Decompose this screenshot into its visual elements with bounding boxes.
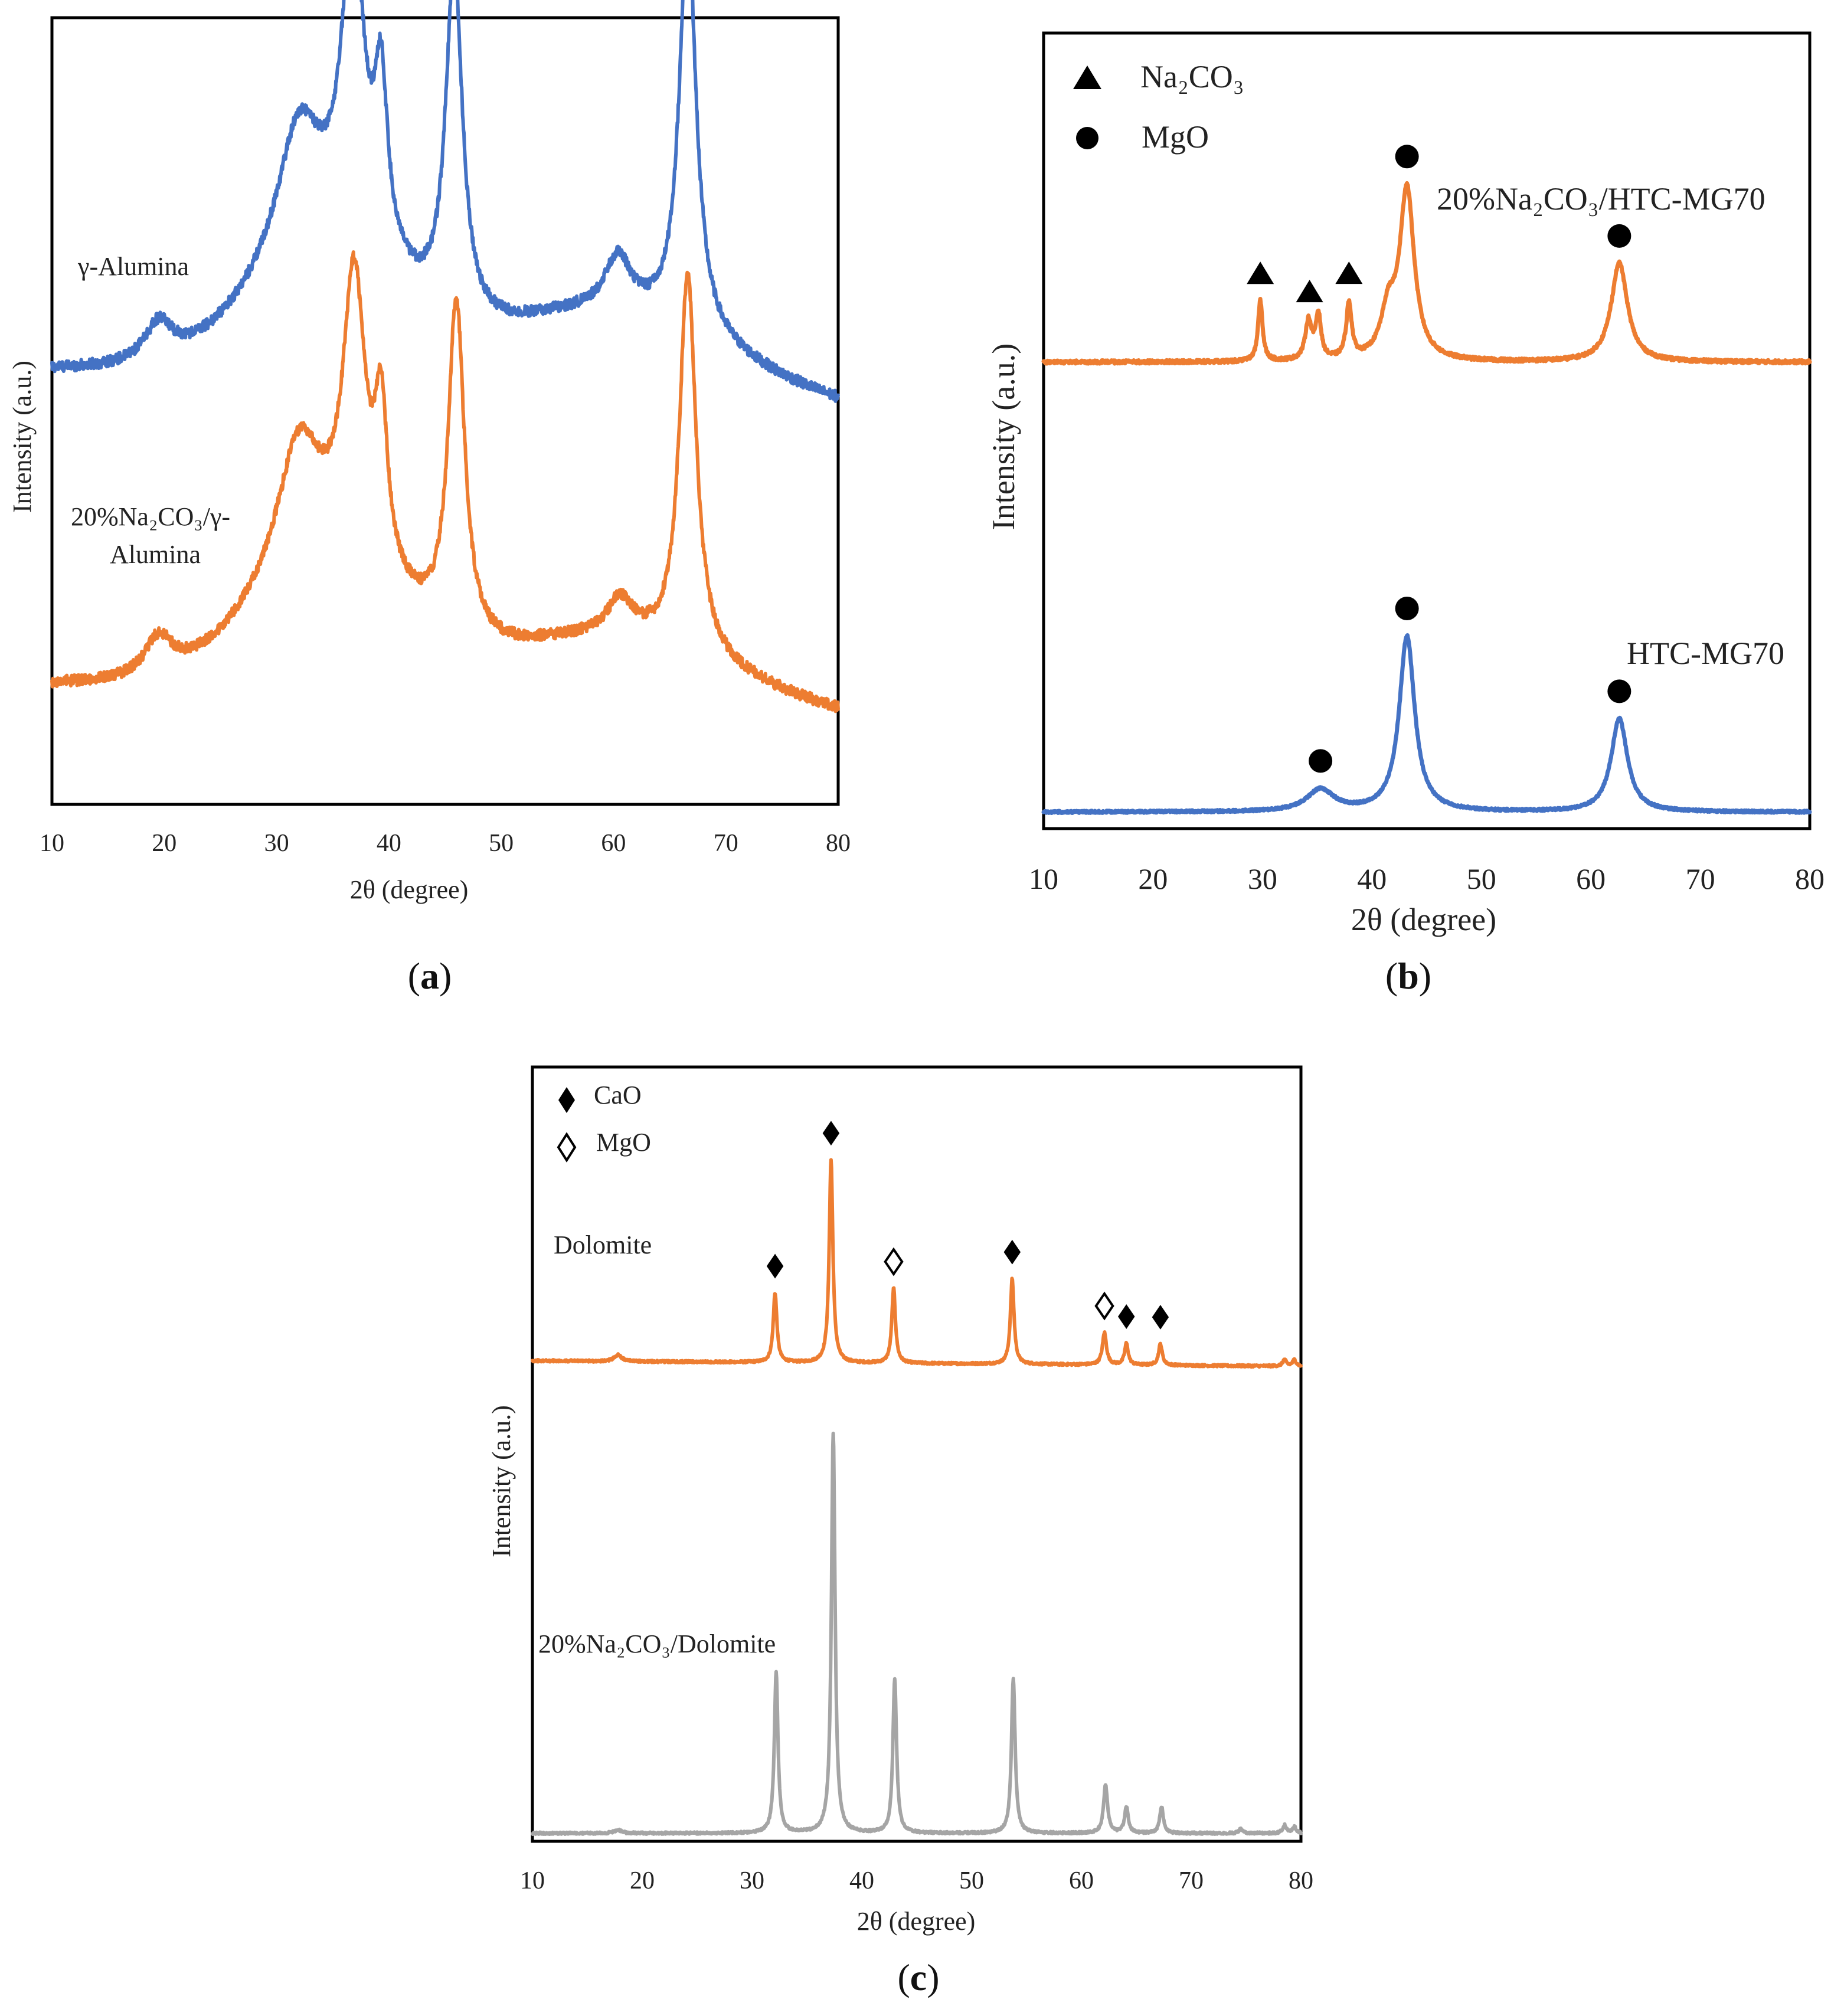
panel-b-x-tick-label-0: 10 [1029, 862, 1058, 895]
panel-a-series-label-1-line-1: 20%Na₂CO₃/γ- [71, 502, 230, 531]
panel-a-series-label-0: γ-Alumina [77, 252, 189, 281]
panel-b-peak-marker-circle-0-4 [1607, 224, 1632, 248]
panel-b-legend-label-1: MgO [1142, 119, 1209, 155]
panel-a-x-axis-title: 2θ (degree) [350, 875, 469, 904]
panel-b-x-tick-label-2: 30 [1248, 862, 1277, 895]
panel-c-x-tick-label-2: 30 [740, 1867, 764, 1894]
panel-c-y-axis-title: Intensity (a.u.) [487, 1405, 516, 1557]
panel-c-caption: (c) [897, 1956, 939, 1998]
panel-a-x-tick-label-5: 60 [601, 830, 626, 857]
panel-b-peak-marker-circle-0-3 [1395, 145, 1419, 169]
panel-c-x-tick-label-5: 60 [1069, 1867, 1094, 1894]
panel-c-x-tick-label-7: 80 [1289, 1867, 1313, 1894]
panel-c-peak-marker-diamond-filled-0-6 [1152, 1305, 1169, 1330]
panel-b-legend-triangle-icon [1073, 66, 1101, 89]
panel-b-tick-labels: 10 20 30 40 50 60 70 80 [1029, 862, 1825, 895]
panel-c-legend-label-0: CaO [594, 1081, 642, 1110]
panel-c-x-tick-label-4: 50 [959, 1867, 984, 1894]
panel-c-x-axis-title: 2θ (degree) [857, 1907, 976, 1936]
panel-a: 10 20 30 40 50 60 70 80 γ-Alumina 20%Na₂CO₃/γ- … [8, 0, 851, 997]
panel-b-x-axis-title: 2θ (degree) [1351, 902, 1496, 937]
panel-a-x-tick-label-7: 80 [826, 830, 851, 857]
panel-a-caption: (a) [408, 955, 452, 997]
panel-c-frame [531, 1065, 1303, 1843]
panel-b-caption-letter: b [1398, 955, 1419, 997]
panel-c-tick-labels: 10 20 30 40 50 60 70 80 [520, 1867, 1313, 1894]
panel-b-x-tick-label-6: 70 [1686, 862, 1715, 895]
panel-c-x-tick-label-6: 70 [1179, 1867, 1204, 1894]
panel-b-frame [1042, 31, 1812, 830]
panel-c-series-label-1: 20%Na₂CO₃/Dolomite [538, 1629, 776, 1658]
panel-b-x-tick-label-4: 50 [1467, 862, 1496, 895]
panel-c-x-tick-label-0: 10 [520, 1867, 545, 1894]
panel-c-peak-marker-diamond-filled-0-5 [1118, 1304, 1135, 1329]
panel-b-x-tick-label-1: 20 [1138, 862, 1168, 895]
panel-b-x-tick-label-3: 40 [1357, 862, 1387, 895]
panel-b-legend-label-0: Na₂CO₃ [1140, 59, 1244, 94]
panel-b-peak-marker-triangle-0-2 [1335, 261, 1363, 284]
panel-c-series-line-0 [531, 1158, 1303, 1369]
panel-a-series-line-1 [50, 250, 840, 714]
panel-b-caption: (b) [1385, 955, 1431, 997]
panel-a-series-label-1-line-2: Alumina [110, 540, 201, 569]
panel-b-peak-marker-triangle-0-1 [1296, 280, 1323, 303]
panel-b-peak-marker-circle-1-0 [1309, 749, 1333, 773]
panel-c-x-tick-label-3: 40 [849, 1867, 874, 1894]
panel-a-x-tick-label-0: 10 [40, 830, 64, 857]
panel-b: 10 20 30 40 50 60 70 80 Na₂CO₃ MgO 20%Na₂CO₃/HT… [986, 31, 1825, 997]
panel-b-series-group [1041, 181, 1812, 815]
panel-b-peak-marker-circle-1-2 [1607, 679, 1632, 703]
panel-c-series-label-0: Dolomite [554, 1230, 652, 1259]
panel-a-x-tick-label-6: 70 [714, 830, 738, 857]
panel-c-legend-diamond-open-icon [557, 1132, 577, 1163]
panel-a-series-line-0 [50, 0, 840, 403]
panel-b-series-label-0: 20%Na₂CO₃/HTC-MG70 [1437, 181, 1765, 217]
panel-c-peak-marker-diamond-filled-0-0 [766, 1254, 784, 1279]
panel-c-peak-marker-diamond-open-0-2 [884, 1247, 904, 1277]
panel-a-caption-letter: a [420, 955, 439, 997]
panel-b-x-tick-label-7: 80 [1795, 862, 1825, 895]
panel-a-x-tick-label-2: 30 [264, 830, 289, 857]
panel-a-frame [50, 16, 840, 806]
panel-c: 10 20 30 40 50 60 70 80 CaO MgO Dolomite 20%Na₂… [487, 1065, 1313, 1998]
panel-c-series-line-1 [531, 1431, 1303, 1837]
panel-a-series-group [50, 0, 840, 714]
panel-b-legend-circle-icon [1076, 127, 1098, 149]
panel-c-markers-group [766, 1121, 1169, 1330]
panel-b-series-label-1: HTC-MG70 [1627, 636, 1784, 671]
panel-c-caption-letter: c [910, 1956, 927, 1998]
panel-b-peak-marker-circle-1-1 [1395, 596, 1419, 620]
panel-a-tick-labels: 10 20 30 40 50 60 70 80 [40, 830, 851, 857]
panel-c-legend-label-1: MgO [596, 1128, 651, 1157]
panel-b-series-line-1 [1041, 633, 1812, 815]
panel-a-x-tick-label-1: 20 [152, 830, 176, 857]
panel-b-markers-group [1247, 145, 1632, 773]
panel-c-x-tick-label-1: 20 [630, 1867, 655, 1894]
panel-c-legend-diamond-filled-icon [558, 1087, 575, 1113]
panel-a-x-tick-label-4: 50 [489, 830, 514, 857]
panel-b-x-tick-label-5: 60 [1576, 862, 1606, 895]
panel-a-y-axis-title: Intensity (a.u.) [8, 361, 37, 513]
panel-b-y-axis-title: Intensity (a.u.) [986, 343, 1021, 530]
panel-b-peak-marker-triangle-0-0 [1247, 261, 1274, 284]
panel-b-series-line-0 [1041, 181, 1812, 366]
panel-c-series-group [531, 1158, 1303, 1837]
panel-a-x-tick-label-3: 40 [377, 830, 401, 857]
panel-c-peak-marker-diamond-filled-0-3 [1003, 1239, 1021, 1265]
panel-c-peak-marker-diamond-open-0-4 [1094, 1291, 1114, 1321]
panel-c-peak-marker-diamond-filled-0-1 [822, 1121, 840, 1146]
